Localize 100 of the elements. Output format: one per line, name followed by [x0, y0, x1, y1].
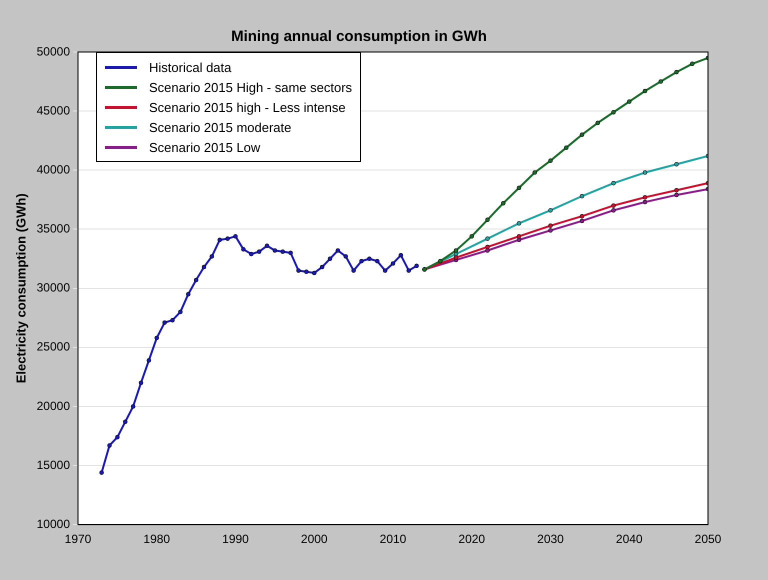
- y-tick-label: 35000: [36, 222, 70, 236]
- x-tick-label: 2050: [694, 532, 722, 546]
- point: [107, 443, 112, 448]
- point: [642, 170, 648, 175]
- point: [642, 88, 648, 94]
- point: [548, 208, 553, 213]
- point: [642, 200, 648, 204]
- point: [146, 358, 152, 363]
- x-tick-label: 2000: [300, 532, 328, 546]
- x-tick-label: 1990: [222, 532, 250, 546]
- point: [580, 194, 584, 198]
- point: [438, 258, 442, 264]
- point: [674, 188, 679, 192]
- point: [382, 268, 388, 273]
- x-tick-label: 1980: [143, 532, 170, 546]
- point: [194, 278, 198, 282]
- point: [642, 195, 648, 200]
- point: [280, 249, 285, 254]
- y-tick-label: 30000: [36, 280, 70, 295]
- point: [516, 238, 522, 242]
- point: [296, 268, 301, 273]
- y-tick-label: 45000: [36, 103, 70, 118]
- point: [256, 249, 262, 254]
- point: [485, 248, 490, 253]
- point: [320, 264, 324, 270]
- point: [178, 310, 183, 314]
- x-tick-label: 2030: [537, 532, 564, 546]
- point: [454, 248, 458, 253]
- point: [351, 268, 356, 273]
- point: [304, 270, 309, 274]
- point: [485, 218, 490, 222]
- point: [548, 158, 553, 163]
- point: [210, 254, 214, 259]
- legend-label: Scenario 2015 Low: [149, 140, 260, 154]
- legend-label: Historical data: [149, 60, 232, 74]
- point: [516, 234, 522, 239]
- point: [328, 256, 332, 262]
- point: [485, 236, 490, 241]
- point: [99, 470, 104, 475]
- point: [516, 221, 522, 226]
- point: [170, 318, 175, 322]
- point: [516, 186, 522, 190]
- point: [288, 250, 293, 256]
- point: [186, 292, 190, 296]
- chart-title: Mining annual consumption in GWh: [231, 28, 487, 46]
- point: [367, 256, 372, 262]
- point: [580, 218, 584, 224]
- x-tick-label: 2020: [458, 532, 486, 546]
- point: [398, 252, 404, 258]
- point: [272, 248, 278, 253]
- point: [454, 255, 458, 260]
- point: [674, 162, 679, 166]
- point: [375, 258, 380, 264]
- point: [627, 99, 632, 104]
- point: [123, 420, 128, 424]
- point: [233, 234, 238, 239]
- point: [241, 247, 246, 252]
- point: [485, 244, 490, 250]
- point: [501, 200, 506, 206]
- y-tick-label: 10000: [36, 516, 70, 531]
- point: [564, 145, 568, 150]
- point: [115, 434, 120, 440]
- point: [674, 192, 679, 198]
- y-axis-title: Electricity consumption (GWh): [13, 193, 28, 384]
- point: [596, 120, 600, 126]
- legend-label: Scenario 2015 high - Less intense: [149, 100, 346, 114]
- point: [154, 336, 159, 340]
- point: [548, 228, 553, 233]
- y-tick-label: 50000: [36, 44, 70, 58]
- point: [138, 380, 144, 386]
- y-tick-label: 25000: [36, 340, 70, 354]
- x-tick-label: 2040: [616, 532, 643, 546]
- point: [225, 236, 230, 241]
- point: [611, 180, 616, 186]
- point: [249, 252, 254, 256]
- x-tick-label: 1970: [64, 532, 92, 546]
- y-tick-label: 40000: [36, 162, 70, 176]
- point: [611, 203, 616, 208]
- point: [580, 132, 584, 137]
- y-tick-label: 15000: [36, 458, 70, 472]
- point: [130, 404, 136, 409]
- point: [312, 270, 316, 276]
- point: [548, 223, 553, 228]
- point: [470, 234, 474, 239]
- point: [202, 264, 206, 270]
- point: [359, 258, 364, 264]
- point: [611, 110, 616, 115]
- point: [674, 70, 679, 74]
- legend-label: Scenario 2015 moderate: [149, 120, 292, 134]
- point: [406, 268, 411, 273]
- point: [344, 254, 348, 259]
- legend-label: Scenario 2015 High - same sectors: [149, 80, 352, 94]
- point: [611, 208, 616, 213]
- point: [690, 62, 694, 66]
- point: [162, 320, 167, 325]
- point: [218, 238, 222, 242]
- point: [414, 264, 419, 268]
- x-tick-label: 2010: [380, 532, 407, 546]
- point: [532, 170, 537, 175]
- point: [390, 261, 396, 266]
